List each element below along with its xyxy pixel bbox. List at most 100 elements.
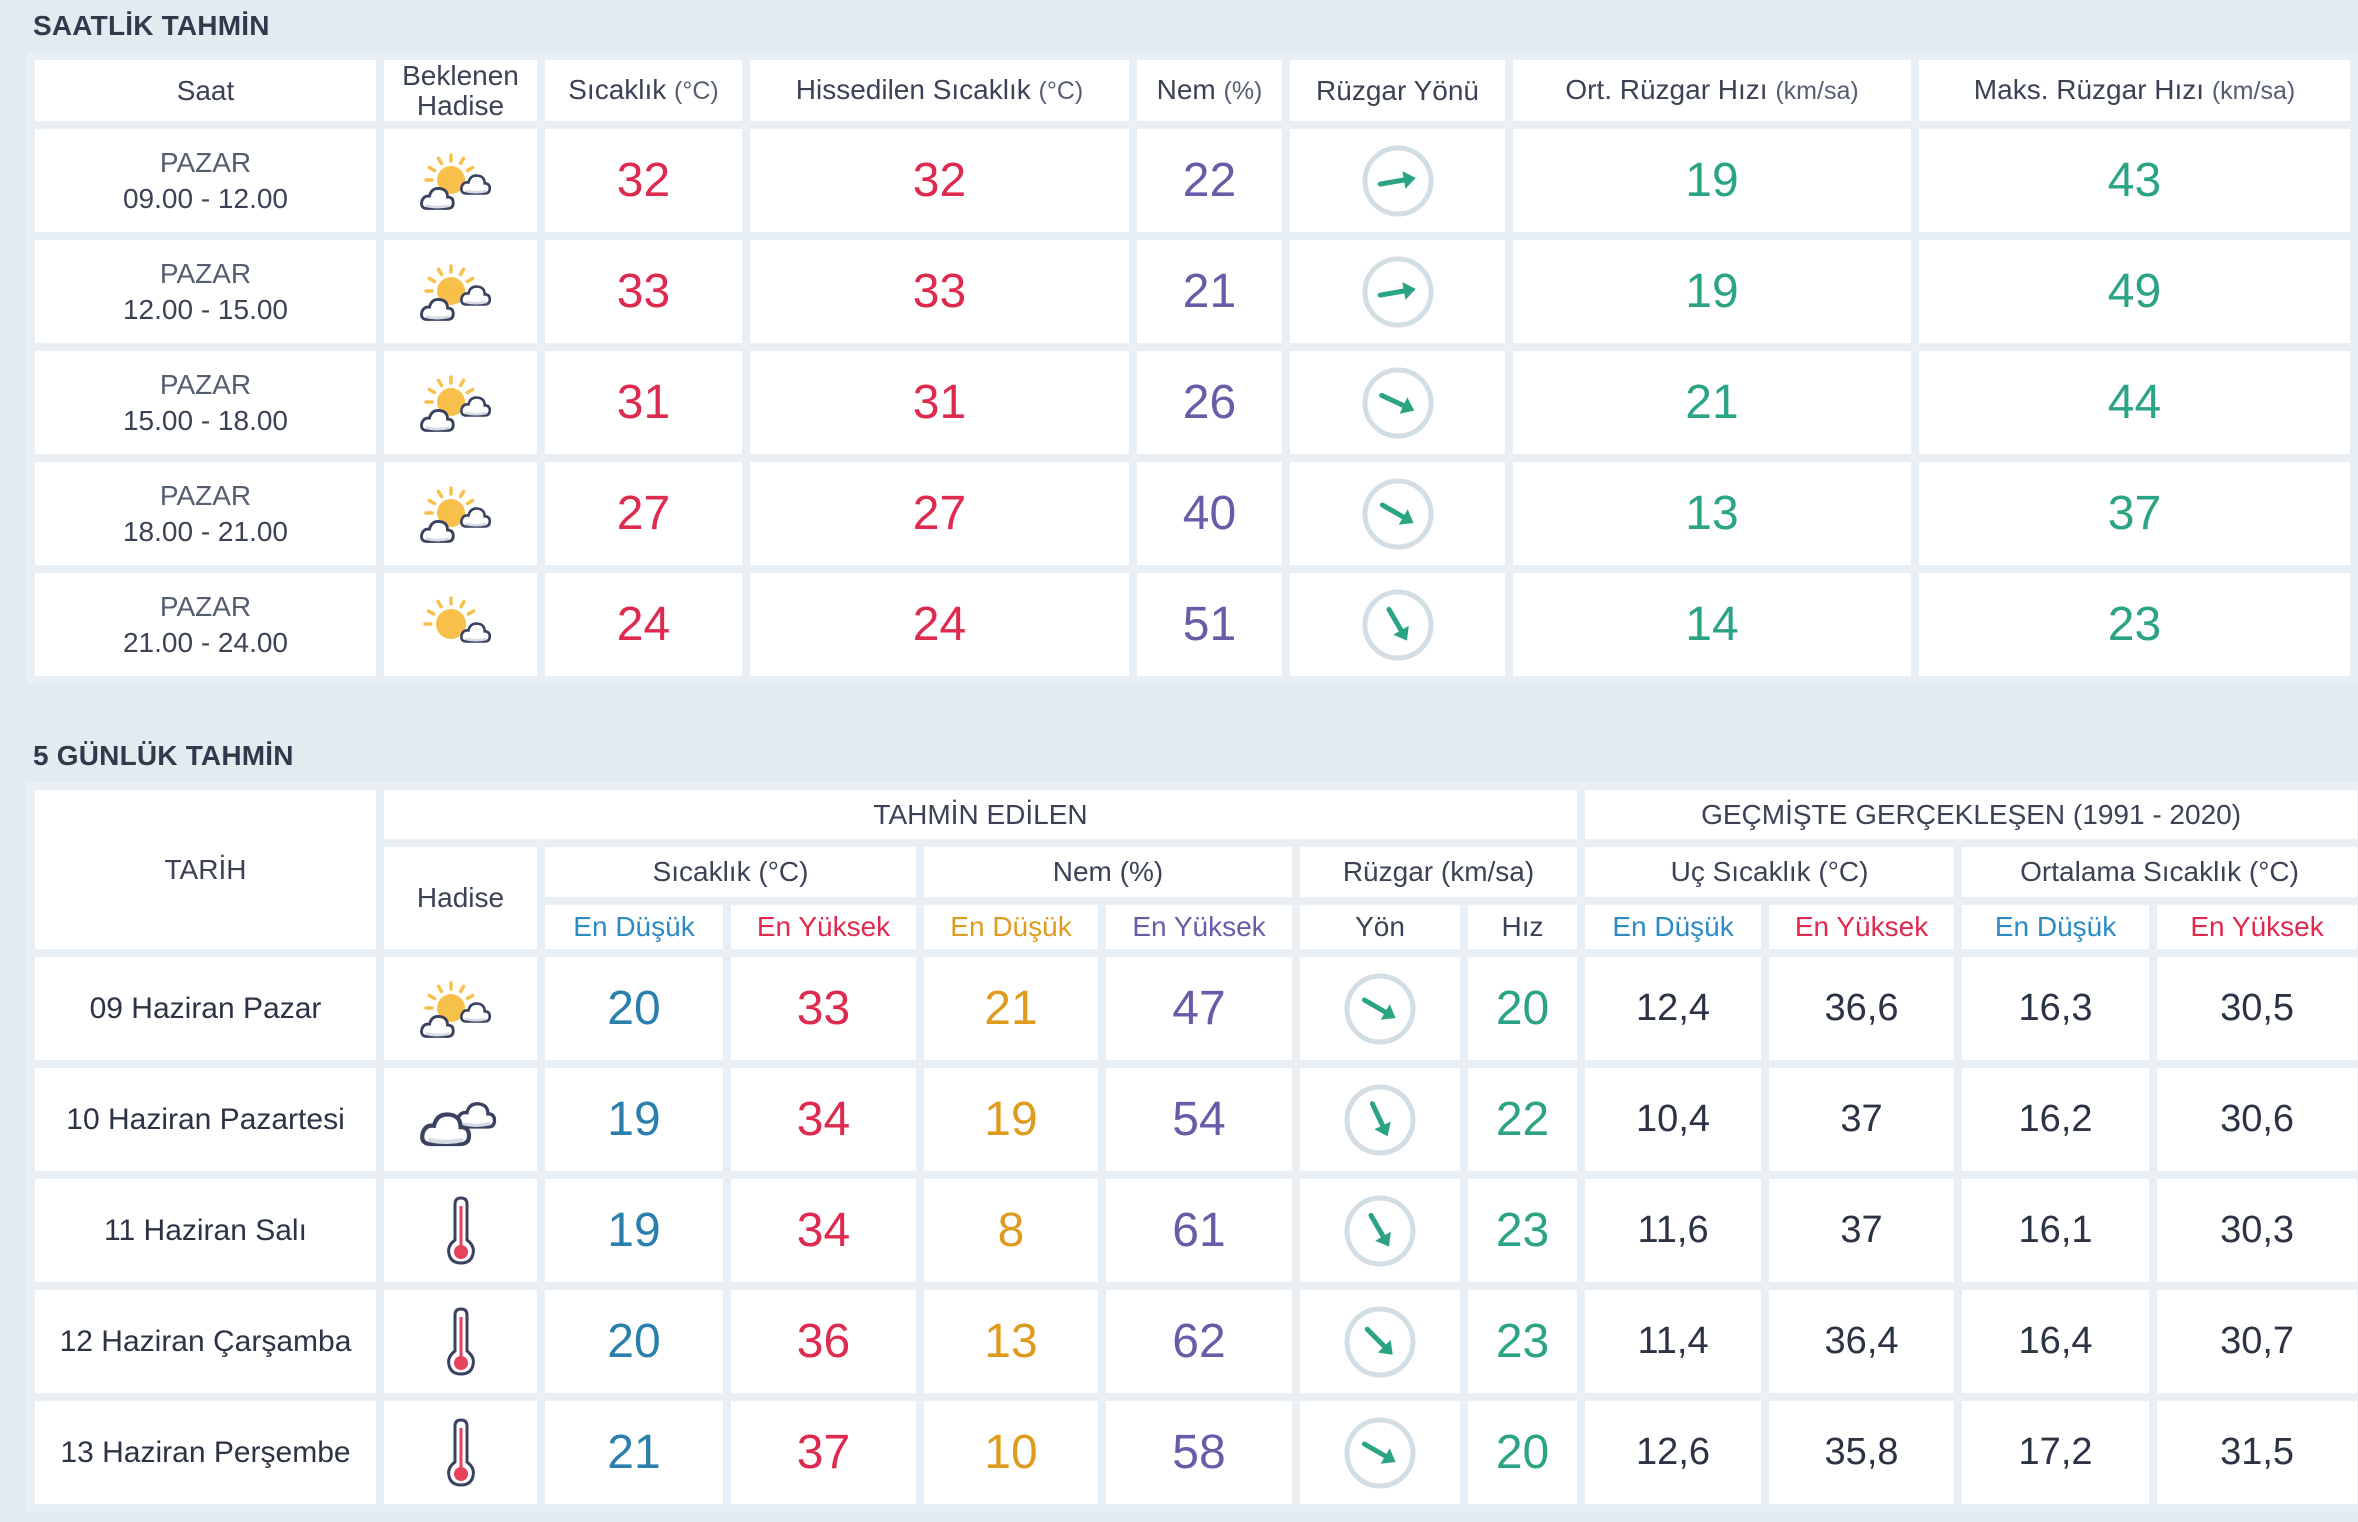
wind-direction-arrow-icon bbox=[1290, 363, 1505, 443]
wind-direction bbox=[1300, 1401, 1460, 1504]
weather-icon-cell bbox=[384, 240, 537, 343]
table-row: PAZAR 21.00 - 24.00 24 24 51 14 23 bbox=[35, 573, 2350, 676]
hot-icon bbox=[384, 1195, 537, 1266]
temp-max: 34 bbox=[731, 1179, 916, 1282]
partly-cloudy-icon bbox=[384, 146, 537, 216]
temp-min: 19 bbox=[545, 1068, 723, 1171]
time-range: 15.00 - 18.00 bbox=[122, 404, 289, 436]
extreme-max: 37 bbox=[1769, 1068, 1955, 1171]
average-max: 31,5 bbox=[2157, 1401, 2358, 1504]
humidity: 21 bbox=[1137, 240, 1282, 343]
wind-speed: 23 bbox=[1468, 1290, 1578, 1393]
average-max: 30,5 bbox=[2157, 957, 2358, 1060]
daily-forecast-table: TARİH TAHMİN EDİLEN GEÇMİŞTE GERÇEKLEŞEN… bbox=[27, 782, 2358, 1512]
header-extreme-min: En Düşük bbox=[1585, 905, 1762, 949]
weather-icon-cell bbox=[384, 573, 537, 676]
header-ort-ruzgar: Ort. Rüzgar Hızı (km/sa) bbox=[1513, 60, 1911, 121]
average-min: 16,1 bbox=[1962, 1179, 2150, 1282]
partly-cloudy-icon bbox=[384, 479, 537, 549]
time-range: 21.00 - 24.00 bbox=[122, 626, 289, 658]
day-label: PAZAR bbox=[159, 479, 252, 511]
wind-avg: 21 bbox=[1513, 351, 1911, 454]
header-hum-min: En Düşük bbox=[924, 905, 1098, 949]
header-saat: Saat bbox=[35, 60, 376, 121]
date: 10 Haziran Pazartesi bbox=[35, 1068, 376, 1171]
header-avg-min: En Düşük bbox=[1962, 905, 2150, 949]
label: Ort. Rüzgar Hızı bbox=[1565, 74, 1768, 105]
wind-direction bbox=[1300, 1290, 1460, 1393]
temp-max: 34 bbox=[731, 1068, 916, 1171]
wind-direction bbox=[1290, 351, 1505, 454]
wind-max: 44 bbox=[1919, 351, 2350, 454]
date: 11 Haziran Salı bbox=[35, 1179, 376, 1282]
header-avg-max: En Yüksek bbox=[2157, 905, 2358, 949]
extreme-min: 12,4 bbox=[1585, 957, 1762, 1060]
wind-direction bbox=[1290, 129, 1505, 232]
humidity-max: 58 bbox=[1106, 1401, 1292, 1504]
hourly-forecast-table: Saat Beklenen Hadise Sıcaklık (°C) Hissed… bbox=[27, 52, 2358, 684]
wind-max: 49 bbox=[1919, 240, 2350, 343]
time-cell: PAZAR 18.00 - 21.00 bbox=[35, 462, 376, 565]
wind-speed: 20 bbox=[1468, 957, 1578, 1060]
unit: (°C) bbox=[674, 77, 719, 105]
weather-icon-cell bbox=[384, 1179, 537, 1282]
average-max: 30,7 bbox=[2157, 1290, 2358, 1393]
cloudy-icon bbox=[384, 1090, 537, 1150]
header-extreme-max: En Yüksek bbox=[1769, 905, 1955, 949]
temp-max: 33 bbox=[731, 957, 916, 1060]
wind-direction-arrow-icon bbox=[1290, 252, 1505, 332]
extreme-max: 36,6 bbox=[1769, 957, 1955, 1060]
header-maks-ruzgar: Maks. Rüzgar Hızı (km/sa) bbox=[1919, 60, 2350, 121]
header-yon: Yön bbox=[1300, 905, 1460, 949]
table-row: PAZAR 09.00 - 12.00 32 32 22 19 43 bbox=[35, 129, 2350, 232]
wind-max: 23 bbox=[1919, 573, 2350, 676]
wind-direction-arrow-icon bbox=[1300, 1302, 1460, 1382]
mostly-sunny-icon bbox=[384, 590, 537, 660]
header-temp-max: En Yüksek bbox=[731, 905, 916, 949]
day-label: PAZAR bbox=[159, 146, 252, 178]
wind-direction bbox=[1290, 573, 1505, 676]
header-temp-min: En Düşük bbox=[545, 905, 723, 949]
header-nem: Nem (%) bbox=[924, 847, 1292, 897]
label: Nem bbox=[1156, 74, 1216, 105]
date: 09 Haziran Pazar bbox=[35, 957, 376, 1060]
header-hadise-line1: Beklenen bbox=[402, 59, 519, 91]
temp-max: 37 bbox=[731, 1401, 916, 1504]
header-hum-max: En Yüksek bbox=[1106, 905, 1292, 949]
humidity: 26 bbox=[1137, 351, 1282, 454]
partly-cloudy-icon bbox=[384, 368, 537, 438]
unit: (°C) bbox=[1038, 77, 1084, 105]
header-hadise-line2: Hadise bbox=[416, 89, 505, 121]
header-hissedilen: Hissedilen Sıcaklık (°C) bbox=[750, 60, 1129, 121]
unit: (%) bbox=[1223, 77, 1263, 105]
feels-like: 32 bbox=[750, 129, 1129, 232]
weather-icon-cell bbox=[384, 351, 537, 454]
average-max: 30,6 bbox=[2157, 1068, 2358, 1171]
extreme-min: 11,6 bbox=[1585, 1179, 1762, 1282]
humidity: 22 bbox=[1137, 129, 1282, 232]
wind-direction-arrow-icon bbox=[1300, 1191, 1460, 1271]
weather-icon-cell bbox=[384, 129, 537, 232]
table-row: PAZAR 12.00 - 15.00 33 33 21 19 49 bbox=[35, 240, 2350, 343]
feels-like: 27 bbox=[750, 462, 1129, 565]
humidity-min: 13 bbox=[924, 1290, 1098, 1393]
weather-icon-cell bbox=[384, 462, 537, 565]
feels-like: 33 bbox=[750, 240, 1129, 343]
hot-icon bbox=[384, 1417, 537, 1488]
wind-direction-arrow-icon bbox=[1300, 1080, 1460, 1160]
humidity: 40 bbox=[1137, 462, 1282, 565]
humidity-min: 19 bbox=[924, 1068, 1098, 1171]
average-max: 30,3 bbox=[2157, 1179, 2358, 1282]
humidity: 51 bbox=[1137, 573, 1282, 676]
daily-forecast-title: 5 GÜNLÜK TAHMİN bbox=[33, 740, 294, 771]
table-row: 12 Haziran Çarşamba 20 36 13 62 23 11,4 36,4 16,… bbox=[35, 1290, 2358, 1393]
header-hadise: Beklenen Hadise bbox=[384, 60, 537, 121]
day-label: PAZAR bbox=[159, 257, 252, 289]
wind-direction bbox=[1290, 462, 1505, 565]
wind-direction-arrow-icon bbox=[1300, 1413, 1460, 1493]
temperature: 31 bbox=[545, 351, 742, 454]
temperature: 32 bbox=[545, 129, 742, 232]
humidity-max: 61 bbox=[1106, 1179, 1292, 1282]
hourly-forecast-title: SAATLİK TAHMİN bbox=[33, 10, 270, 41]
wind-direction bbox=[1300, 1068, 1460, 1171]
